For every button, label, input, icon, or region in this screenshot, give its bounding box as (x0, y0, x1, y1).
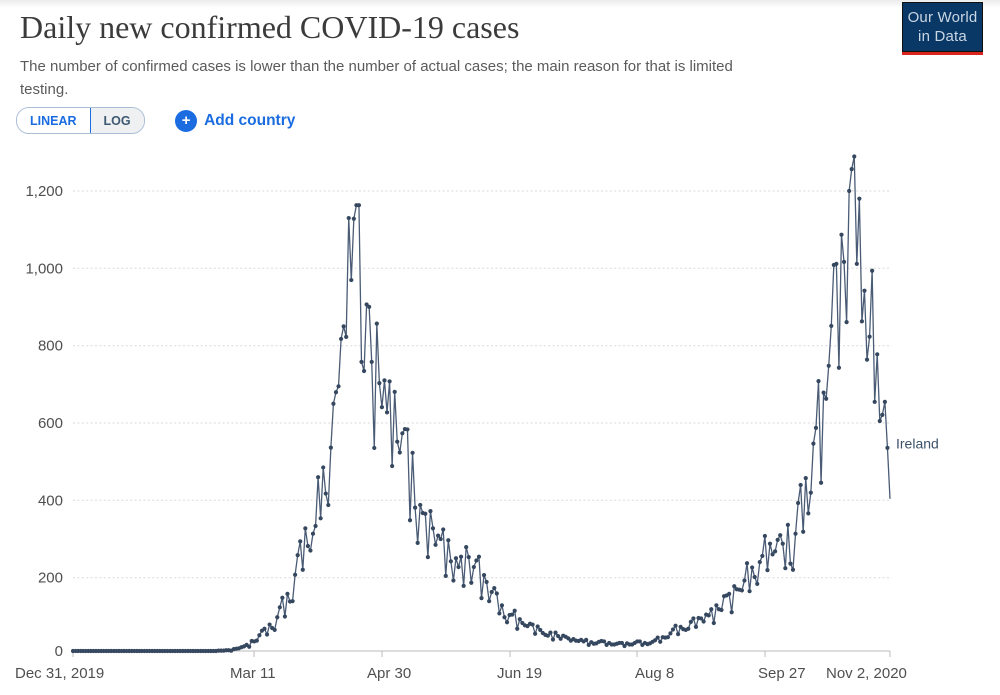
svg-text:400: 400 (38, 492, 63, 509)
svg-text:Dec 31, 2019: Dec 31, 2019 (15, 665, 104, 682)
svg-text:1,000: 1,000 (25, 260, 63, 277)
svg-text:Sep 27: Sep 27 (758, 665, 806, 682)
svg-text:Apr 30: Apr 30 (367, 665, 411, 682)
svg-text:200: 200 (38, 570, 63, 587)
svg-text:600: 600 (38, 415, 63, 432)
svg-text:800: 800 (38, 338, 63, 355)
svg-text:Nov 2, 2020: Nov 2, 2020 (826, 665, 907, 682)
svg-text:Ireland: Ireland (896, 436, 939, 452)
svg-text:Mar 11: Mar 11 (230, 665, 276, 682)
svg-text:0: 0 (55, 643, 63, 660)
svg-text:1,200: 1,200 (25, 183, 63, 200)
svg-text:Jun 19: Jun 19 (497, 665, 542, 682)
svg-text:Aug 8: Aug 8 (635, 665, 674, 682)
